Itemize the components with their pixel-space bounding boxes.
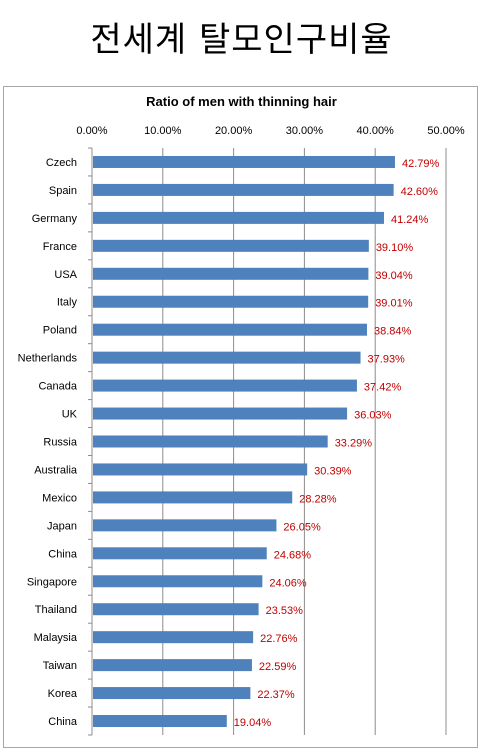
category-label: Australia [34,464,78,476]
bar [93,603,259,616]
category-label: Netherlands [18,353,78,365]
category-label: China [48,716,78,728]
bar [93,687,251,700]
category-label: China [48,548,78,560]
value-label: 36.03% [354,410,392,422]
x-tick-label: 20.00% [215,125,253,137]
value-label: 39.04% [375,270,413,282]
bar [93,295,369,308]
value-label: 22.37% [257,689,295,701]
category-label: Taiwan [43,660,77,672]
value-label: 33.29% [335,438,373,450]
category-label: Japan [47,520,77,532]
bar [93,519,277,532]
bar [93,155,395,168]
x-tick-label: 30.00% [286,125,324,137]
bar [93,239,369,252]
category-label: Korea [48,688,78,700]
page-title: 전세계 탈모인구비율 [90,20,393,60]
chart-title: Ratio of men with thinning hair [146,94,337,109]
bar [93,211,384,224]
value-label: 24.06% [269,577,307,589]
value-label: 37.93% [368,354,406,366]
value-label: 38.84% [374,326,412,338]
bar [93,183,394,196]
x-tick-label: 10.00% [144,125,182,137]
category-label: Poland [43,325,77,337]
bar [93,575,263,588]
bar [93,407,348,420]
value-label: 22.76% [260,633,298,645]
x-tick-label: 50.00% [427,125,465,137]
value-label: 24.68% [274,549,312,561]
category-label: Czech [46,157,77,169]
value-label: 39.01% [375,298,413,310]
category-label: Russia [43,437,78,449]
value-label: 26.05% [283,521,321,533]
value-label: 19.04% [234,717,272,729]
value-label: 42.79% [402,158,440,170]
category-label: Canada [38,381,77,393]
value-label: 23.53% [266,605,304,617]
bar [93,463,308,476]
bar [93,491,293,504]
bar [93,323,367,336]
value-label: 22.59% [259,661,297,673]
category-label: Spain [49,185,77,197]
x-tick-label: 0.00% [76,125,107,137]
category-label: Mexico [42,492,77,504]
category-label: UK [62,409,78,421]
category-label: Italy [57,297,78,309]
bar [93,379,357,392]
value-label: 28.28% [299,493,337,505]
bar [93,659,252,672]
x-tick-label: 40.00% [357,125,395,137]
value-label: 42.60% [401,186,439,198]
bar [93,631,254,644]
value-label: 41.24% [391,214,429,226]
category-label: Germany [32,213,78,225]
category-label: Thailand [35,604,77,616]
bar [93,715,227,728]
value-label: 30.39% [314,465,352,477]
bar [93,435,328,448]
bar [93,351,361,364]
value-label: 39.10% [376,242,414,254]
category-label: France [43,241,77,253]
category-label: USA [54,269,77,281]
value-label: 37.42% [364,382,402,394]
bar [93,267,369,280]
category-label: Malaysia [34,632,78,644]
category-label: Singapore [27,576,77,588]
bar [93,547,267,560]
